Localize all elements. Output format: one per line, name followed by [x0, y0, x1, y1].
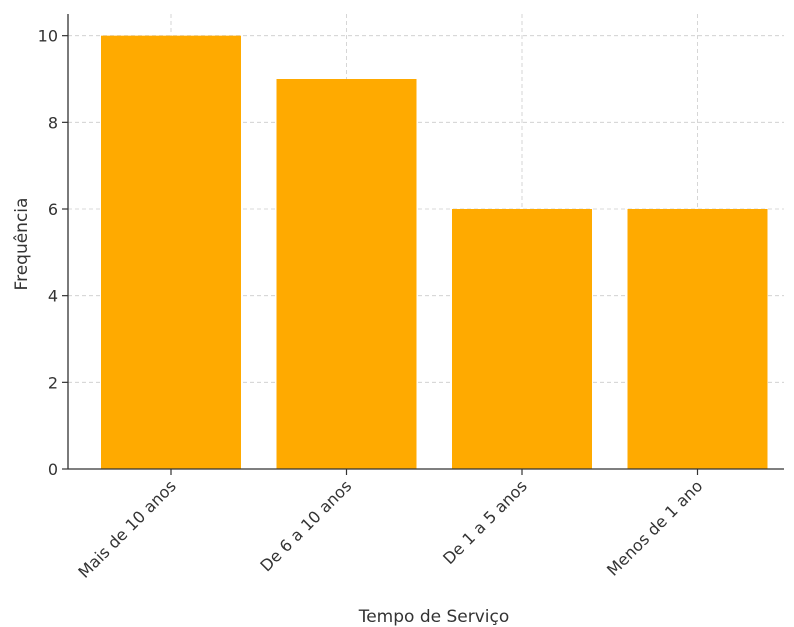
y-tick-labels: 0 2 4 6 8 10: [38, 27, 58, 479]
bar-3: [452, 209, 592, 469]
y-tick-label: 0: [48, 460, 58, 479]
x-tick-label: Menos de 1 ano: [603, 476, 706, 579]
x-tick-label: De 1 a 5 anos: [439, 476, 531, 568]
y-tick-label: 10: [38, 27, 58, 46]
bar-2: [276, 79, 417, 469]
axes: [62, 14, 784, 475]
bar-1: [101, 35, 241, 470]
y-tick-label: 2: [48, 373, 58, 392]
x-tick-label: Mais de 10 anos: [74, 476, 179, 581]
x-tick-label: De 6 a 10 anos: [256, 476, 355, 575]
x-axis-title: Tempo de Serviço: [358, 607, 510, 627]
y-tick-label: 4: [48, 287, 58, 306]
x-tick-labels: Mais de 10 anos De 6 a 10 anos De 1 a 5 an…: [74, 476, 706, 581]
y-tick-label: 8: [48, 113, 58, 132]
y-tick-label: 6: [48, 200, 58, 219]
bars: [101, 35, 768, 470]
y-axis-title: Frequência: [12, 198, 32, 291]
bar-4: [627, 209, 768, 469]
